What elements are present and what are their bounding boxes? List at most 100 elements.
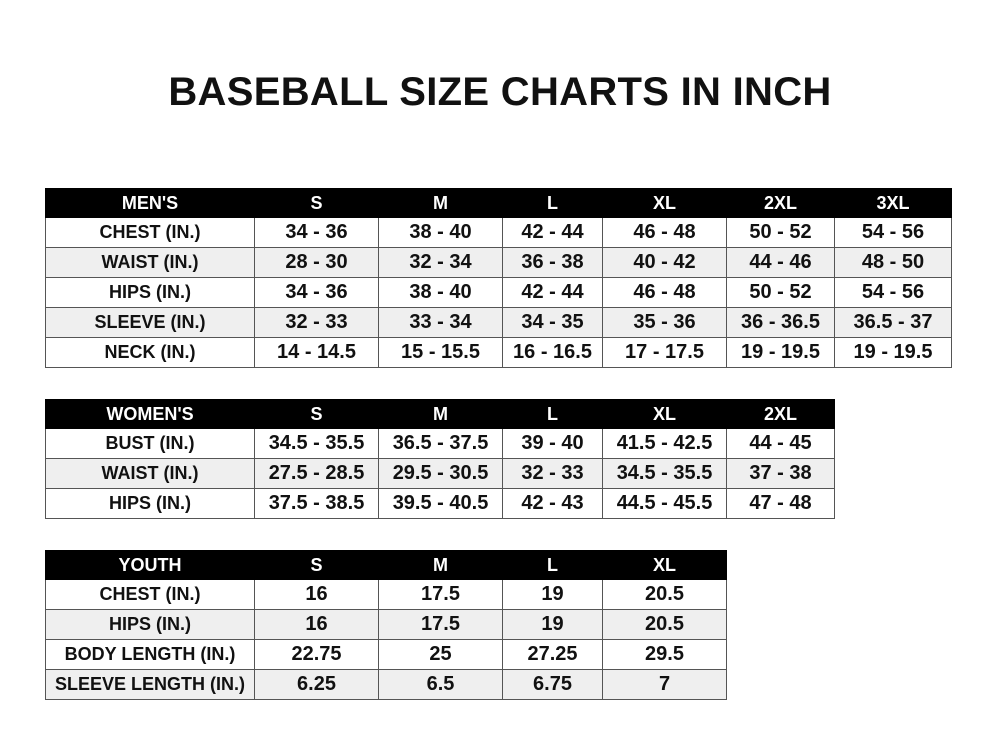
youth-size-table: YOUTH S M L XL CHEST (IN.) 16 17.5 19 20.5 HIPS (I… [45,550,727,700]
size-header: L [502,399,603,429]
size-value: 34 - 35 [502,307,603,338]
size-value: 35 - 36 [602,307,727,338]
measurement-label: WAIST (IN.) [45,458,255,489]
table-row: WAIST (IN.) 28 - 30 32 - 34 36 - 38 40 - 42 4… [45,247,952,278]
size-value: 46 - 48 [602,217,727,248]
size-value: 44 - 45 [726,428,835,459]
size-header: 2XL [726,188,835,218]
measurement-label: SLEEVE (IN.) [45,307,255,338]
category-header: YOUTH [45,550,255,580]
size-value: 17.5 [378,579,503,610]
size-value: 38 - 40 [378,277,503,308]
size-value: 50 - 52 [726,277,835,308]
measurement-label: SLEEVE LENGTH (IN.) [45,669,255,700]
measurement-label: HIPS (IN.) [45,488,255,519]
size-header: XL [602,188,727,218]
size-header: M [378,188,503,218]
size-value: 41.5 - 42.5 [602,428,727,459]
size-value: 25 [378,639,503,670]
size-value: 6.5 [378,669,503,700]
header-row: YOUTH S M L XL [45,550,727,580]
size-value: 20.5 [602,609,727,640]
measurement-label: HIPS (IN.) [45,609,255,640]
table-row: SLEEVE (IN.) 32 - 33 33 - 34 34 - 35 35 - 36… [45,307,952,338]
womens-size-table: WOMEN'S S M L XL 2XL BUST (IN.) 34.5 - 35.5 36.5… [45,399,835,519]
size-header: XL [602,550,727,580]
size-header: 3XL [834,188,952,218]
size-value: 36 - 38 [502,247,603,278]
table-row: HIPS (IN.) 16 17.5 19 20.5 [45,609,727,640]
size-value: 37.5 - 38.5 [254,488,379,519]
table-row: SLEEVE LENGTH (IN.) 6.25 6.5 6.75 7 [45,669,727,700]
size-value: 34.5 - 35.5 [254,428,379,459]
header-row: MEN'S S M L XL 2XL 3XL [45,188,952,218]
measurement-label: NECK (IN.) [45,337,255,368]
size-header: M [378,399,503,429]
table-row: WAIST (IN.) 27.5 - 28.5 29.5 - 30.5 32 - 33… [45,458,835,489]
table-row: CHEST (IN.) 16 17.5 19 20.5 [45,579,727,610]
size-value: 44.5 - 45.5 [602,488,727,519]
size-value: 16 [254,609,379,640]
size-value: 32 - 33 [254,307,379,338]
size-value: 47 - 48 [726,488,835,519]
table-row: BUST (IN.) 34.5 - 35.5 36.5 - 37.5 39 - 40 4… [45,428,835,459]
size-value: 39 - 40 [502,428,603,459]
size-header: S [254,399,379,429]
size-value: 50 - 52 [726,217,835,248]
size-value: 32 - 34 [378,247,503,278]
size-value: 40 - 42 [602,247,727,278]
size-value: 44 - 46 [726,247,835,278]
measurement-label: CHEST (IN.) [45,579,255,610]
size-value: 20.5 [602,579,727,610]
size-value: 14 - 14.5 [254,337,379,368]
size-value: 36.5 - 37.5 [378,428,503,459]
measurement-label: BODY LENGTH (IN.) [45,639,255,670]
table-row: CHEST (IN.) 34 - 36 38 - 40 42 - 44 46 - 48 5… [45,217,952,248]
size-value: 33 - 34 [378,307,503,338]
size-value: 32 - 33 [502,458,603,489]
size-value: 6.25 [254,669,379,700]
measurement-label: CHEST (IN.) [45,217,255,248]
measurement-label: HIPS (IN.) [45,277,255,308]
size-value: 19 [502,609,603,640]
size-value: 36.5 - 37 [834,307,952,338]
size-value: 42 - 44 [502,277,603,308]
size-value: 39.5 - 40.5 [378,488,503,519]
size-value: 54 - 56 [834,217,952,248]
page-title: BASEBALL SIZE CHARTS IN INCH [168,70,832,114]
size-value: 19 [502,579,603,610]
size-value: 27.25 [502,639,603,670]
size-value: 17 - 17.5 [602,337,727,368]
mens-size-table: MEN'S S M L XL 2XL 3XL CHEST (IN.) 34 - 36 38 - 4… [45,188,952,368]
category-header: WOMEN'S [45,399,255,429]
size-value: 34.5 - 35.5 [602,458,727,489]
table-row: NECK (IN.) 14 - 14.5 15 - 15.5 16 - 16.5 17 … [45,337,952,368]
size-value: 16 [254,579,379,610]
size-value: 37 - 38 [726,458,835,489]
table-row: HIPS (IN.) 37.5 - 38.5 39.5 - 40.5 42 - 43 4… [45,488,835,519]
size-value: 38 - 40 [378,217,503,248]
size-header: S [254,188,379,218]
size-value: 29.5 [602,639,727,670]
size-value: 17.5 [378,609,503,640]
size-value: 28 - 30 [254,247,379,278]
size-header: 2XL [726,399,835,429]
size-value: 42 - 43 [502,488,603,519]
size-header: S [254,550,379,580]
size-value: 16 - 16.5 [502,337,603,368]
size-value: 15 - 15.5 [378,337,503,368]
size-header: M [378,550,503,580]
size-value: 27.5 - 28.5 [254,458,379,489]
size-value: 19 - 19.5 [726,337,835,368]
size-value: 54 - 56 [834,277,952,308]
size-value: 22.75 [254,639,379,670]
size-header: L [502,550,603,580]
header-row: WOMEN'S S M L XL 2XL [45,399,835,429]
measurement-label: BUST (IN.) [45,428,255,459]
table-row: BODY LENGTH (IN.) 22.75 25 27.25 29.5 [45,639,727,670]
table-row: HIPS (IN.) 34 - 36 38 - 40 42 - 44 46 - 48 50… [45,277,952,308]
size-value: 42 - 44 [502,217,603,248]
size-value: 34 - 36 [254,217,379,248]
size-value: 7 [602,669,727,700]
size-value: 6.75 [502,669,603,700]
